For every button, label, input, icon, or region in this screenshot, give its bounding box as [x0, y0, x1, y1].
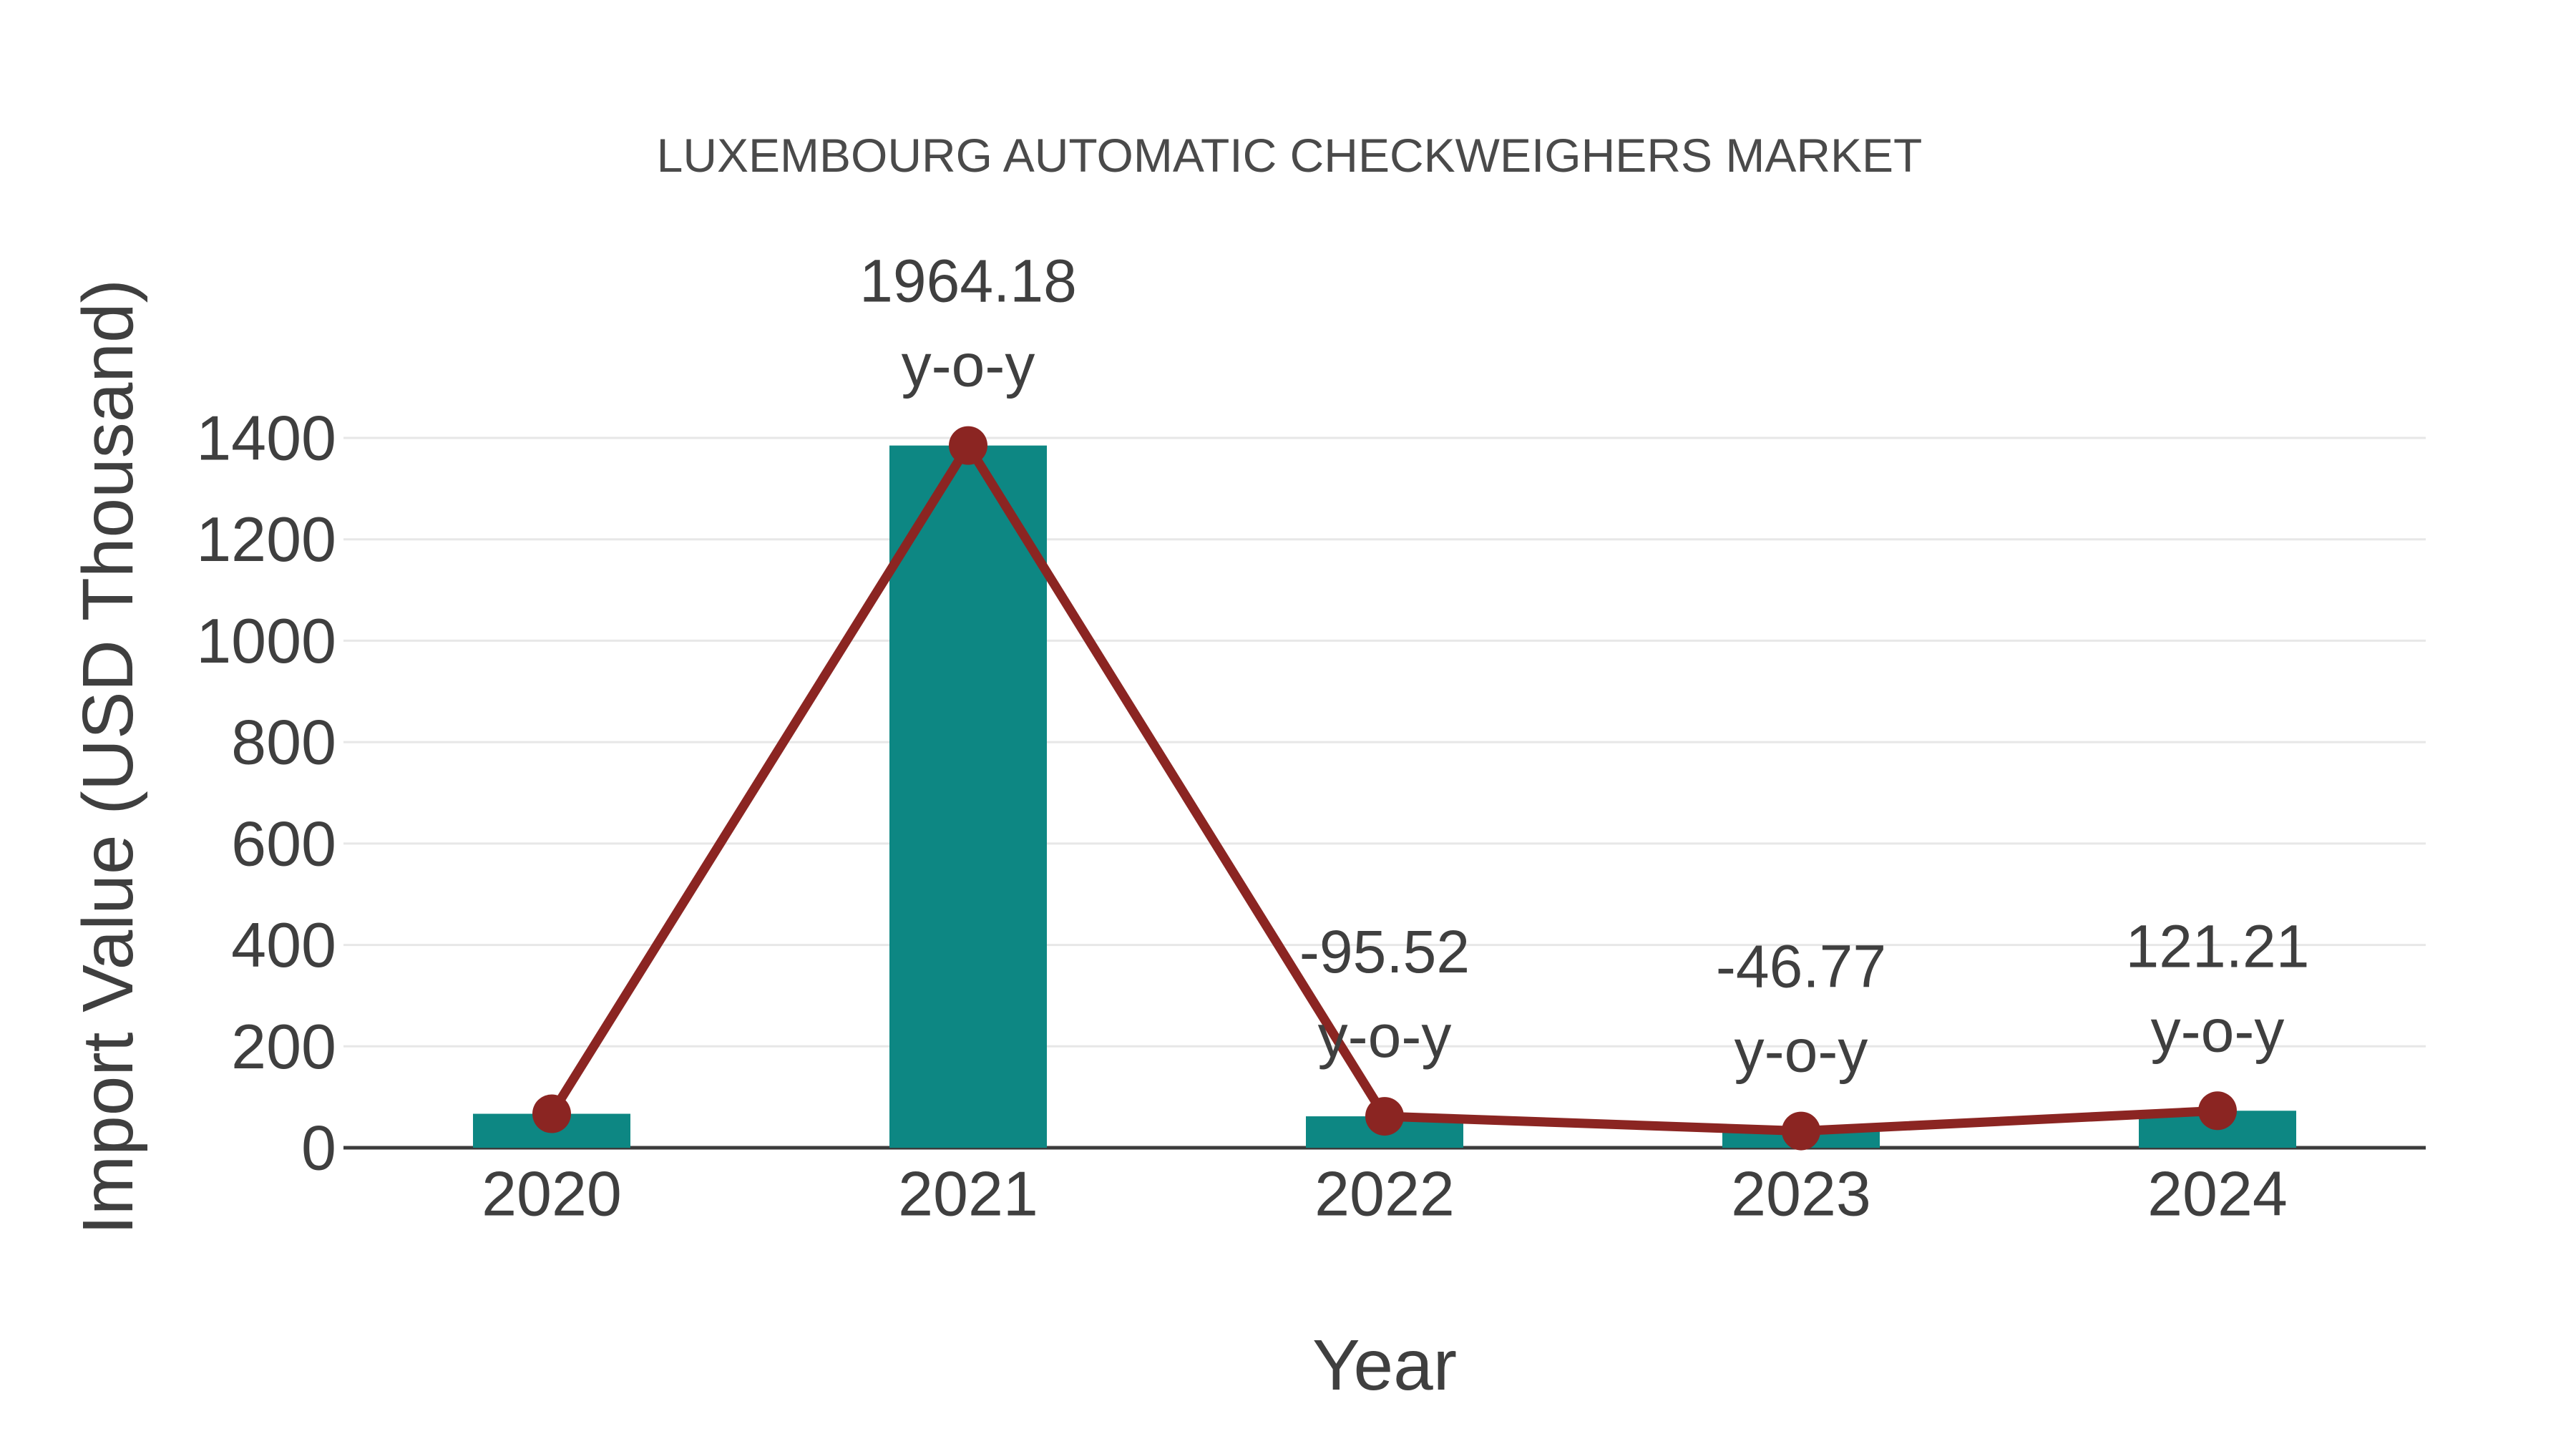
data-point-2022: [1365, 1097, 1404, 1136]
x-tick-label-2024: 2024: [2147, 1158, 2288, 1229]
y-tick-label-1200: 1200: [196, 504, 336, 575]
x-tick-label-2022: 2022: [1314, 1158, 1455, 1229]
annotation-yoy-label-2024: y-o-y: [2151, 997, 2285, 1064]
y-tick-label-800: 800: [231, 707, 336, 778]
x-tick-label-2023: 2023: [1731, 1158, 1871, 1229]
y-tick-label-1400: 1400: [196, 403, 336, 474]
data-point-2021: [949, 426, 987, 465]
yoy-annotations: 1964.18 y-o-y -95.52 y-o-y -46.77 y-o-y 121.21…: [859, 248, 2309, 1085]
y-tick-label-1000: 1000: [196, 605, 336, 676]
y-tick-label-600: 600: [231, 808, 336, 879]
data-point-2023: [1782, 1111, 1820, 1151]
x-tick-label-2020: 2020: [482, 1158, 622, 1229]
annotation-value-2021: 1964.18: [859, 248, 1077, 315]
gridlines: [343, 436, 2426, 1150]
y-axis-title: Import Value (USD Thousand): [68, 279, 148, 1235]
data-point-2020: [532, 1094, 571, 1133]
annotation-value-2023: -46.77: [1716, 933, 1886, 1000]
annotation-yoy-label-2022: y-o-y: [1318, 1002, 1452, 1070]
y-axis-tick-labels: 0 200 400 600 800 1000 1200 1400: [196, 403, 336, 1184]
y-tick-label-0: 0: [301, 1113, 336, 1184]
line-markers: [532, 426, 2237, 1151]
annotation-value-2024: 121.21: [2126, 912, 2310, 980]
annotation-yoy-label-2021: y-o-y: [902, 332, 1035, 399]
chart-title: LUXEMBOURG AUTOMATIC CHECKWEIGHERS MARKE…: [657, 129, 1923, 182]
annotation-yoy-label-2023: y-o-y: [1735, 1018, 1868, 1085]
x-axis-tick-labels: 2020 2021 2022 2023 2024: [482, 1158, 2288, 1229]
x-axis-title: Year: [1312, 1325, 1457, 1405]
y-tick-label-200: 200: [231, 1011, 336, 1082]
bar-series: [473, 445, 2296, 1148]
x-tick-label-2021: 2021: [898, 1158, 1038, 1229]
data-point-2024: [2198, 1091, 2237, 1131]
annotation-value-2022: -95.52: [1299, 918, 1470, 985]
bar-2021: [889, 445, 1047, 1148]
y-tick-label-400: 400: [231, 909, 336, 980]
